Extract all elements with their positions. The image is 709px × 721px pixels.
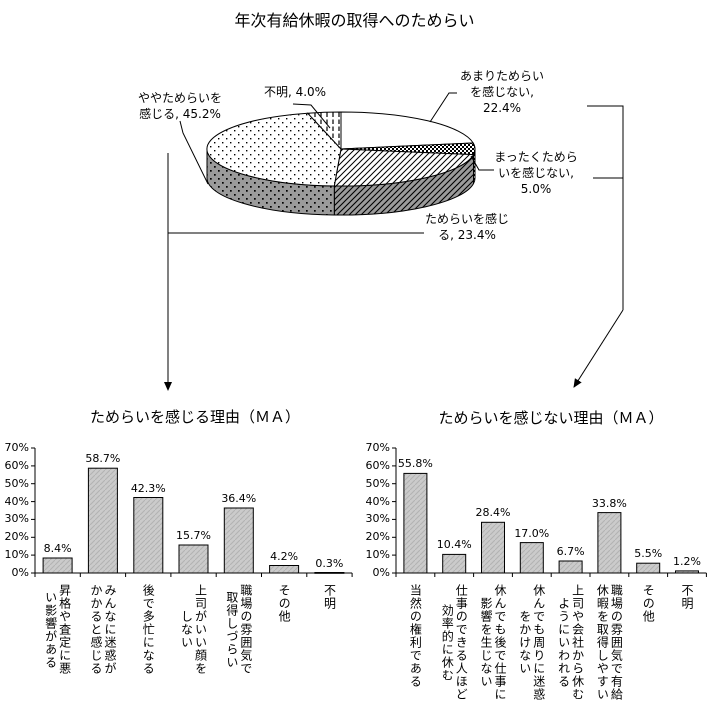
category-label: 昇格や査定に悪 い影響がある [43, 584, 72, 675]
bar [133, 497, 164, 574]
y-axis-tick-label: 30% [365, 512, 390, 526]
pie-slice-4 [306, 111, 342, 151]
bar [442, 553, 467, 574]
pie-label-mattaku: まったくためら いを感じない, 5.0% [494, 150, 578, 196]
bar-value-label: 58.7% [85, 452, 121, 466]
pie-label-tamerai: ためらいを感じ る, 23.4% [424, 212, 509, 242]
chart-title-right: ためらいを感じない理由（ＭＡ） [438, 409, 664, 427]
category-label: 後で多忙になる [141, 584, 156, 675]
bar [675, 570, 699, 574]
category-label: その他 [277, 584, 292, 623]
y-axis-tick-label: 20% [4, 530, 29, 544]
leader-yaya [179, 120, 209, 185]
y-axis-tick-label: 10% [4, 548, 29, 562]
y-axis-tick-label: 0% [11, 566, 29, 579]
page-title: 年次有給休暇の取得へのためらい [234, 11, 475, 30]
category-label: 仕事のできる人ほど 効率的に休む [440, 584, 469, 701]
y-axis-tick-label: 60% [365, 458, 390, 472]
y-axis-tick-label: 60% [4, 458, 29, 472]
bracket-right [587, 105, 624, 310]
bar-value-label: 36.4% [221, 492, 257, 505]
bar [178, 544, 209, 574]
category-label: 職場の雰囲気で 取得しづらい [224, 584, 253, 675]
y-axis-tick-label: 50% [4, 476, 29, 490]
bar-value-label: 4.2% [270, 549, 299, 563]
bar-value-label: 17.0% [514, 526, 550, 540]
bar-value-label: 28.4% [475, 506, 511, 520]
category-label: 当然の権利である [408, 584, 423, 688]
bar-value-label: 55.8% [397, 457, 433, 471]
leader-mattaku [470, 155, 494, 171]
pie-label-yaya: ややためらいを 感じる, 45.2% [137, 91, 222, 121]
bar [314, 572, 345, 574]
category-label: 休んでも後で仕事に 影響を生じない [478, 584, 507, 701]
bar [558, 560, 583, 574]
pie-label-amari: あまりためらい を感じない, 22.4% [459, 69, 544, 115]
y-axis-tick-label: 30% [4, 512, 29, 526]
bar [223, 507, 254, 574]
category-label: 上司がいい顔を しない [179, 584, 208, 675]
bar-value-label: 10.4% [436, 538, 472, 552]
category-label: 不明 [679, 584, 694, 610]
bar [481, 521, 505, 574]
pie-slices [206, 111, 476, 216]
bar-value-label: 15.7% [176, 529, 211, 542]
pie-slice-2 [333, 148, 475, 187]
bar [636, 562, 661, 574]
leader-amari [429, 92, 457, 123]
y-axis-tick-label: 70% [4, 441, 29, 454]
bar-value-label: 6.7% [556, 545, 585, 558]
category-label: 上司や会社から休む ようにいわれる [556, 584, 585, 701]
y-axis-tick-label: 70% [365, 441, 390, 454]
bar-value-label: 33.8% [591, 496, 627, 510]
pie-label-fumei: 不明, 4.0% [263, 85, 327, 99]
y-axis-tick-label: 50% [365, 476, 390, 490]
bar-value-label: 5.5% [634, 547, 663, 561]
y-axis-tick-label: 0% [372, 566, 390, 579]
category-label: みんなに迷惑が かかると感じる [88, 584, 117, 675]
category-label: 職場の雰囲気で有給 休暇を取得しやすい [595, 584, 624, 701]
bar [403, 472, 428, 574]
category-label: 不明 [322, 584, 337, 610]
arrow-to-right-chart [573, 309, 624, 388]
y-axis-tick-label: 10% [365, 548, 390, 562]
category-label: その他 [641, 584, 656, 623]
pie-slice-3 [206, 112, 342, 187]
leader-fumei [292, 103, 331, 129]
bar [597, 512, 622, 574]
chart-title-left: ためらいを感じる理由（ＭＡ） [89, 408, 300, 426]
y-axis-tick-label: 40% [4, 494, 29, 508]
bar [87, 467, 118, 574]
y-axis-tick-label: 20% [365, 530, 390, 544]
bar-value-label: 8.4% [43, 542, 72, 555]
bar [269, 565, 300, 574]
category-label: 休んでも周りに迷惑 をかけない [517, 584, 546, 701]
bar [519, 542, 544, 574]
bar-value-label: 0.3% [315, 556, 344, 570]
y-axis-tick-label: 40% [365, 494, 390, 508]
bar [42, 557, 73, 574]
bar-value-label: 42.3% [130, 481, 166, 495]
pie-slice-0 [340, 111, 475, 150]
bar-value-label: 1.2% [673, 554, 701, 568]
connector-lines [164, 92, 624, 391]
